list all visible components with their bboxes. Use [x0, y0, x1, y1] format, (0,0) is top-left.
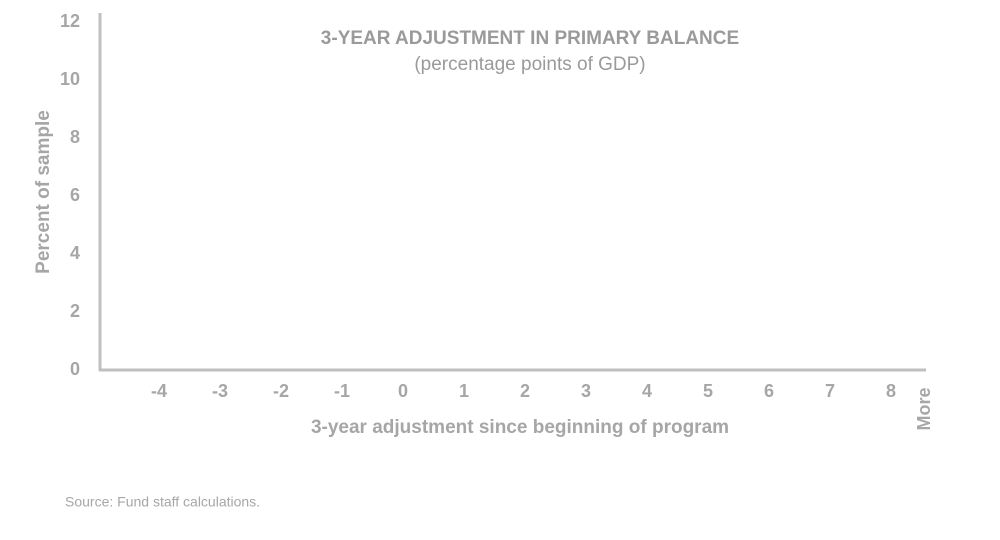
source-note: Source: Fund staff calculations. [65, 494, 260, 510]
y-tick-label: 0 [70, 359, 80, 379]
x-tick-label: -3 [212, 381, 228, 401]
y-tick-label: 8 [70, 127, 80, 147]
x-tick-label: 1 [459, 381, 469, 401]
x-tick-label: 3 [581, 381, 591, 401]
x-tick-label: 5 [703, 381, 713, 401]
x-tick-label: 0 [398, 381, 408, 401]
x-tick-label: -2 [273, 381, 289, 401]
x-tick-label: 7 [825, 381, 835, 401]
y-tick-label: 4 [70, 243, 80, 263]
chart-subtitle: (percentage points of GDP) [414, 54, 645, 75]
x-tick-label: -4 [151, 381, 167, 401]
y-tick-label: 10 [60, 69, 80, 89]
x-tick-label: More [914, 387, 934, 430]
x-tick-label: 8 [886, 381, 896, 401]
y-axis-title: Percent of sample [33, 110, 54, 274]
y-tick-label: 2 [70, 301, 80, 321]
x-tick-label: 2 [520, 381, 530, 401]
x-tick-label: 6 [764, 381, 774, 401]
y-tick-label: 6 [70, 185, 80, 205]
x-axis-title: 3-year adjustment since beginning of pro… [311, 417, 729, 438]
x-tick-label: -1 [334, 381, 350, 401]
chart-title: 3-YEAR ADJUSTMENT IN PRIMARY BALANCE [321, 28, 739, 49]
y-tick-label: 12 [60, 11, 80, 31]
x-tick-label: 4 [642, 381, 652, 401]
